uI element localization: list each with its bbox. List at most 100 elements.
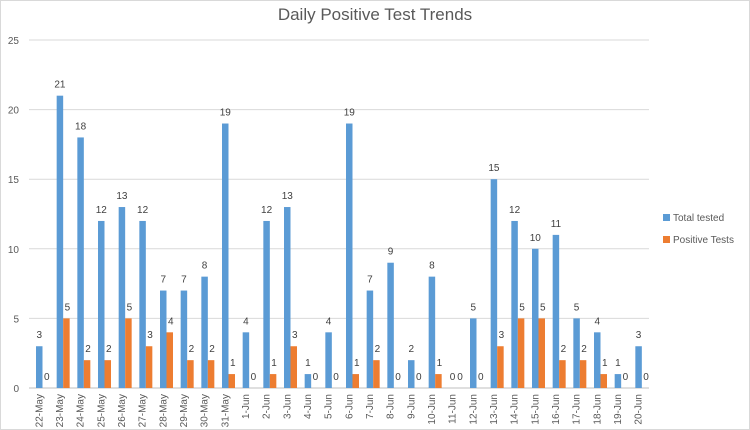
data-label-positive-tests: 2 xyxy=(106,344,112,355)
data-label-positive-tests: 0 xyxy=(333,372,339,383)
x-tick-label: 27-May xyxy=(138,394,149,427)
bar-positive-tests xyxy=(559,360,566,388)
data-label-total-tested: 8 xyxy=(202,261,208,272)
data-label-total-tested: 12 xyxy=(261,205,273,216)
bar-positive-tests xyxy=(373,360,380,388)
x-tick-label: 25-May xyxy=(96,394,107,427)
bar-positive-tests xyxy=(207,360,215,388)
bar-total-tested xyxy=(470,318,477,388)
data-label-positive-tests: 0 xyxy=(313,372,319,383)
x-tick-label: 31-May xyxy=(220,394,231,427)
x-tick-label: 24-May xyxy=(76,394,87,427)
data-label-positive-tests: 2 xyxy=(375,344,381,355)
data-label-positive-tests: 2 xyxy=(561,344,567,355)
bar-positive-tests xyxy=(104,360,111,388)
bar-positive-tests xyxy=(497,346,504,388)
data-label-total-tested: 12 xyxy=(137,205,149,216)
data-label-total-tested: 7 xyxy=(160,275,166,286)
data-label-total-tested: 9 xyxy=(388,247,394,258)
data-label-total-tested: 3 xyxy=(636,330,642,341)
data-label-total-tested: 4 xyxy=(594,316,600,327)
x-tick-label: 28-May xyxy=(158,394,169,427)
bar-total-tested xyxy=(387,262,394,388)
legend-label: Total tested xyxy=(673,213,724,224)
data-label-positive-tests: 5 xyxy=(519,302,525,313)
x-tick-label: 9-Jun xyxy=(406,394,417,419)
data-label-positive-tests: 3 xyxy=(499,330,505,341)
x-tick-label: 4-Jun xyxy=(303,394,314,419)
data-label-total-tested: 21 xyxy=(54,80,66,91)
data-label-positive-tests: 1 xyxy=(230,358,236,369)
x-tick-label: 2-Jun xyxy=(262,394,273,419)
data-label-positive-tests: 3 xyxy=(147,330,153,341)
x-tick-label: 22-May xyxy=(34,394,45,427)
x-tick-label: 23-May xyxy=(55,394,66,427)
bar-positive-tests xyxy=(517,318,525,388)
bar-positive-tests xyxy=(228,374,235,388)
bar-total-tested xyxy=(284,207,291,388)
bar-total-tested xyxy=(222,123,229,389)
bar-total-tested xyxy=(263,220,270,388)
x-tick-label: 30-May xyxy=(200,394,211,427)
bar-positive-tests xyxy=(125,318,132,388)
bar-total-tested xyxy=(160,290,167,388)
bar-total-tested xyxy=(36,346,43,388)
data-label-positive-tests: 0 xyxy=(395,372,401,383)
bar-total-tested xyxy=(552,234,560,388)
bar-total-tested xyxy=(242,332,250,388)
data-label-positive-tests: 0 xyxy=(478,372,484,383)
y-tick-label: 15 xyxy=(8,175,20,186)
bar-positive-tests xyxy=(435,374,442,388)
data-label-positive-tests: 0 xyxy=(643,372,649,383)
bar-total-tested xyxy=(56,95,64,389)
data-label-total-tested: 5 xyxy=(470,302,476,313)
x-tick-label: 14-Jun xyxy=(510,394,521,425)
data-label-positive-tests: 1 xyxy=(271,358,277,369)
data-label-positive-tests: 5 xyxy=(540,302,546,313)
data-label-positive-tests: 1 xyxy=(354,358,360,369)
x-tick-label: 8-Jun xyxy=(386,394,397,419)
bar-total-tested xyxy=(573,318,580,388)
y-tick-label: 20 xyxy=(8,106,20,117)
data-label-positive-tests: 1 xyxy=(602,358,608,369)
x-tick-label: 3-Jun xyxy=(282,394,293,419)
x-tick-label: 15-Jun xyxy=(530,394,541,425)
x-tick-label: 18-Jun xyxy=(592,394,603,425)
x-tick-label: 6-Jun xyxy=(344,394,355,419)
bar-positive-tests xyxy=(187,360,194,388)
data-label-total-tested: 18 xyxy=(75,121,87,132)
data-label-total-tested: 10 xyxy=(530,233,542,244)
data-label-total-tested: 13 xyxy=(116,191,128,202)
data-label-positive-tests: 0 xyxy=(251,372,257,383)
bar-total-tested xyxy=(325,332,332,388)
bar-positive-tests xyxy=(600,374,607,388)
data-label-total-tested: 7 xyxy=(367,275,373,286)
bar-total-tested xyxy=(428,276,436,388)
bar-positive-tests xyxy=(579,360,587,388)
bar-positive-tests xyxy=(63,318,70,388)
bar-positive-tests xyxy=(145,346,153,388)
data-label-total-tested: 4 xyxy=(243,316,249,327)
bar-total-tested xyxy=(635,346,642,388)
data-label-total-tested: 1 xyxy=(305,358,311,369)
legend-swatch xyxy=(663,236,670,243)
bar-total-tested xyxy=(346,123,353,389)
x-tick-label: 12-Jun xyxy=(468,394,479,425)
data-label-total-tested: 12 xyxy=(509,205,521,216)
data-label-positive-tests: 0 xyxy=(416,372,422,383)
bar-total-tested xyxy=(614,374,622,388)
data-label-positive-tests: 5 xyxy=(127,302,133,313)
data-label-total-tested: 19 xyxy=(344,108,356,119)
x-tick-label: 20-Jun xyxy=(634,394,645,425)
data-label-total-tested: 12 xyxy=(96,205,108,216)
bar-positive-tests xyxy=(83,360,91,388)
bar-total-tested xyxy=(118,207,126,388)
bar-positive-tests xyxy=(352,374,359,388)
data-label-total-tested: 4 xyxy=(326,316,332,327)
data-label-positive-tests: 0 xyxy=(457,372,463,383)
bar-total-tested xyxy=(511,220,518,388)
data-label-total-tested: 15 xyxy=(488,163,500,174)
data-label-total-tested: 13 xyxy=(282,191,294,202)
y-tick-label: 5 xyxy=(13,314,19,325)
